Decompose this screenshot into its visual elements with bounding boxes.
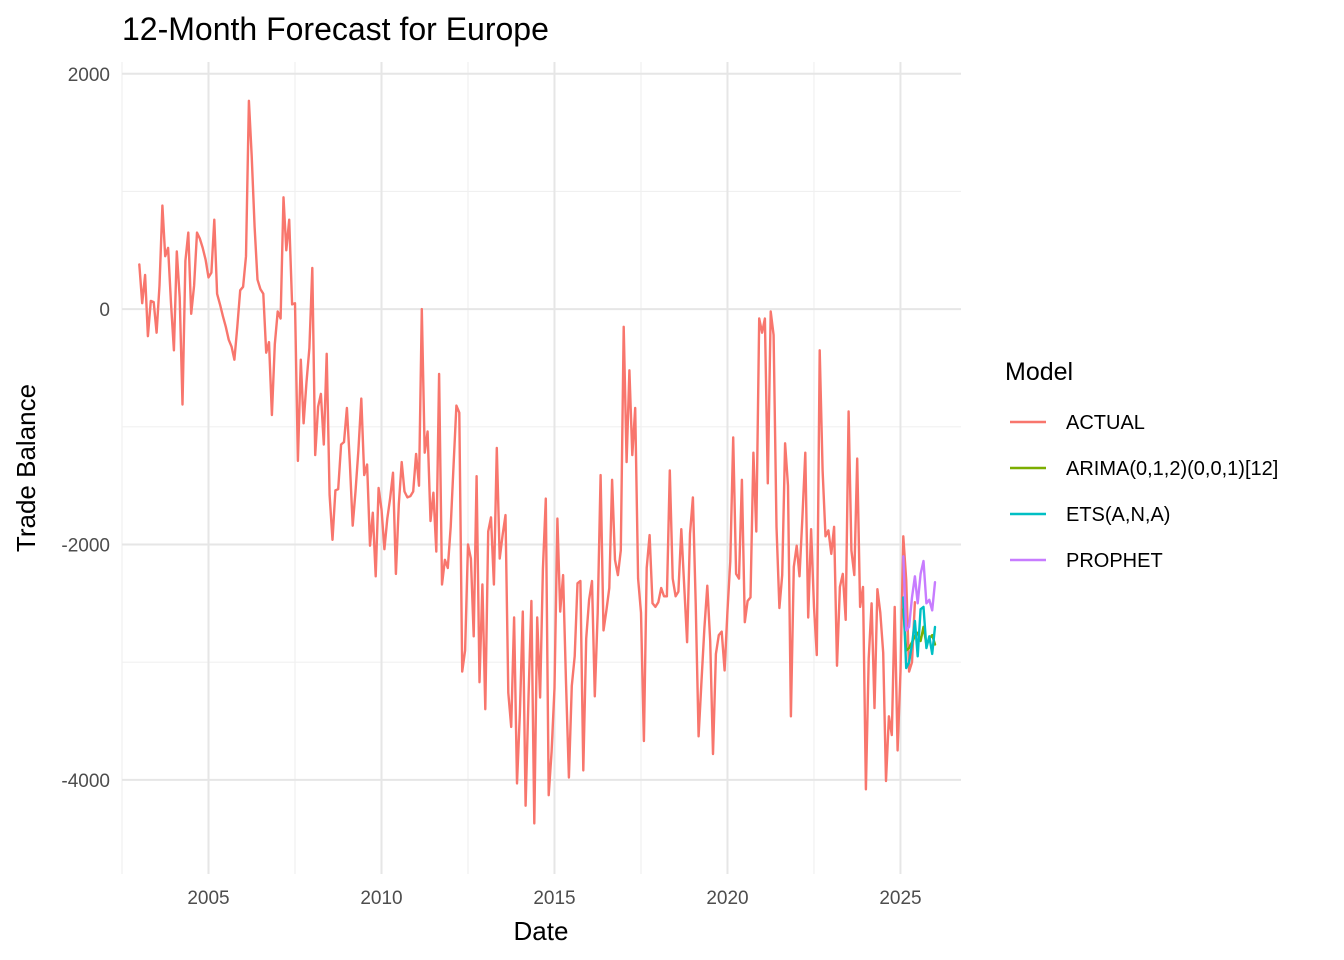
y-tick-label: -2000 — [61, 535, 110, 556]
y-axis-ticks: 2000 0 -2000 -4000 — [61, 65, 110, 792]
legend-items: ACTUAL ARIMA(0,1,2)(0,0,1)[12] ETS(A,N,A) P… — [1010, 412, 1278, 572]
legend-label-arima-0-1-2-0-0-1-12: ARIMA(0,1,2)(0,0,1)[12] — [1066, 458, 1278, 480]
y-tick-label: 2000 — [68, 65, 110, 86]
series-line-ets-a-n-a — [902, 596, 937, 670]
x-tick-label: 2010 — [360, 888, 402, 909]
y-tick-label: 0 — [99, 300, 110, 321]
series-line-actual — [138, 99, 917, 825]
y-axis-title: Trade Balance — [11, 384, 41, 552]
x-axis-title: Date — [514, 916, 569, 946]
series-line-prophet — [902, 555, 937, 632]
major-gridlines — [122, 62, 961, 874]
x-tick-label: 2015 — [533, 888, 575, 909]
x-axis-ticks: 2005 2010 2015 2020 2025 — [187, 888, 921, 909]
legend-label-actual: ACTUAL — [1066, 412, 1145, 434]
legend-label-prophet: PROPHET — [1066, 550, 1163, 572]
legend-title: Model — [1005, 358, 1073, 386]
x-tick-label: 2020 — [706, 888, 748, 909]
chart-title: 12-Month Forecast for Europe — [122, 11, 549, 47]
x-tick-label: 2005 — [187, 888, 229, 909]
x-tick-label: 2025 — [879, 888, 921, 909]
y-tick-label: -4000 — [61, 771, 110, 792]
legend-label-ets-a-n-a: ETS(A,N,A) — [1066, 504, 1170, 526]
legend: Model ACTUAL ARIMA(0,1,2)(0,0,1)[12] ETS(A… — [1005, 358, 1278, 572]
series-lines — [138, 99, 937, 825]
